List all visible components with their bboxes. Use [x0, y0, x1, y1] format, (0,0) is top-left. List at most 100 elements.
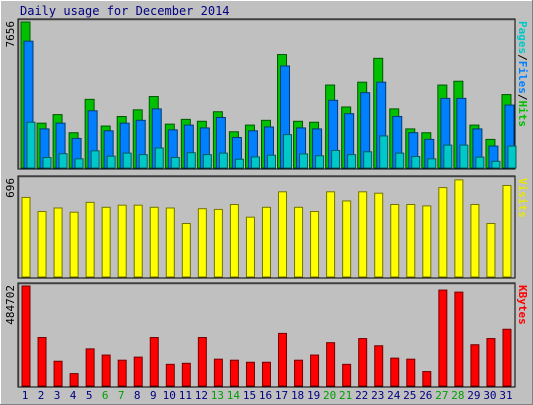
- y-max-label: 484702: [4, 285, 17, 325]
- bar-kbytes-day-13: [213, 358, 223, 387]
- bar-visits-day-4: [69, 211, 79, 278]
- chart-title: Daily usage for December 2014: [20, 4, 230, 18]
- bar-pages-day-25: [411, 156, 421, 169]
- bar-visits-day-23: [374, 192, 384, 278]
- bar-pages-day-13: [218, 152, 228, 169]
- bar-kbytes-day-14: [229, 359, 239, 387]
- bar-pages-day-14: [234, 158, 244, 169]
- x-tick-label-day-13: 13: [211, 389, 224, 402]
- bar-visits-day-28: [454, 179, 464, 278]
- legend-part: /: [516, 54, 529, 61]
- series-legend-label: Pages/Files/Hits: [516, 21, 529, 127]
- bar-visits-day-15: [245, 216, 255, 278]
- bar-visits-day-9: [149, 206, 159, 278]
- bar-pages-day-11: [186, 152, 196, 169]
- bar-kbytes-day-7: [117, 359, 127, 387]
- legend-part: /: [516, 94, 529, 101]
- x-tick-label-day-30: 30: [483, 389, 496, 402]
- bar-kbytes-day-27: [438, 289, 448, 387]
- bar-kbytes-day-31: [502, 328, 512, 387]
- bar-kbytes-day-22: [358, 338, 368, 387]
- bar-visits-day-5: [85, 201, 95, 278]
- x-tick-label-day-1: 1: [22, 389, 29, 402]
- chart-panel-visits: 696 Visits: [4, 175, 529, 279]
- bar-visits-day-12: [197, 208, 207, 278]
- bar-pages-day-9: [154, 147, 164, 169]
- x-tick-label-day-7: 7: [118, 389, 125, 402]
- x-tick-label-day-26: 26: [419, 389, 432, 402]
- bar-pages-day-27: [443, 144, 453, 169]
- x-tick-label-day-5: 5: [86, 389, 93, 402]
- bar-kbytes-day-20: [326, 342, 336, 387]
- bar-visits-day-19: [310, 211, 320, 278]
- bar-pages-day-30: [491, 160, 501, 169]
- bar-pages-day-15: [250, 156, 260, 169]
- bar-pages-day-8: [138, 154, 148, 169]
- bar-visits-day-13: [213, 208, 223, 278]
- bar-visits-day-18: [294, 206, 304, 278]
- y-max-label: 696: [4, 178, 17, 198]
- bar-kbytes-day-26: [422, 371, 432, 387]
- x-tick-label-day-9: 9: [150, 389, 157, 402]
- x-axis-day-labels: 1 2 3 4 5 6 7 8 9 10 11 12 13 14 15 16 17 18 19 20 21 22 23 24 2…: [22, 389, 513, 402]
- series-legend-label: KBytes: [516, 285, 529, 325]
- bar-visits-day-22: [358, 191, 368, 278]
- legend-part: Files: [516, 61, 529, 94]
- bar-visits-day-8: [133, 204, 143, 278]
- x-tick-label-day-6: 6: [102, 389, 109, 402]
- bar-kbytes-day-3: [53, 360, 63, 387]
- bar-pages-day-20: [331, 149, 341, 169]
- bar-visits-day-17: [278, 191, 288, 278]
- bar-pages-day-24: [395, 152, 405, 169]
- bar-visits-day-30: [486, 222, 496, 278]
- bar-kbytes-day-9: [149, 337, 159, 387]
- x-tick-label-day-14: 14: [227, 389, 241, 402]
- x-tick-label-day-27: 27: [435, 389, 448, 402]
- legend-part: Hits: [516, 101, 529, 128]
- legend-part: Pages: [516, 21, 529, 54]
- x-tick-label-day-12: 12: [195, 389, 208, 402]
- bar-kbytes-day-4: [69, 373, 79, 387]
- bar-kbytes-day-12: [197, 337, 207, 387]
- chart-panel-hits-files-pages: 7656 Pages/Files/Hits: [4, 18, 529, 170]
- bar-kbytes-day-2: [37, 337, 47, 387]
- bar-visits-day-7: [117, 204, 127, 278]
- bar-kbytes-day-8: [133, 356, 143, 387]
- bar-kbytes-day-23: [374, 345, 384, 387]
- bar-visits-day-31: [502, 184, 512, 278]
- bar-visits-day-16: [261, 206, 271, 278]
- bar-visits-day-6: [101, 206, 111, 278]
- bar-visits-day-25: [406, 203, 416, 278]
- bar-pages-day-18: [299, 153, 309, 169]
- x-tick-label-day-4: 4: [70, 389, 77, 402]
- bar-kbytes-day-15: [245, 361, 255, 387]
- x-tick-label-day-3: 3: [54, 389, 61, 402]
- bar-visits-day-3: [53, 207, 63, 278]
- bar-visits-day-26: [422, 205, 432, 278]
- x-tick-label-day-10: 10: [163, 389, 176, 402]
- bar-visits-day-14: [229, 203, 239, 278]
- bar-visits-day-11: [181, 222, 191, 278]
- bar-kbytes-day-21: [342, 363, 352, 387]
- x-tick-label-day-22: 22: [355, 389, 368, 402]
- x-tick-label-day-21: 21: [339, 389, 352, 402]
- bar-pages-day-12: [202, 154, 212, 169]
- bar-pages-day-19: [315, 155, 325, 169]
- bar-kbytes-day-5: [85, 348, 95, 387]
- legend-part: KBytes: [516, 285, 529, 325]
- bar-visits-day-29: [470, 203, 480, 278]
- bar-pages-day-29: [475, 156, 485, 169]
- x-tick-label-day-29: 29: [467, 389, 480, 402]
- y-max-label: 7656: [4, 21, 17, 48]
- bar-pages-day-21: [347, 154, 357, 169]
- bar-kbytes-day-24: [390, 357, 400, 387]
- bar-kbytes-day-28: [454, 291, 464, 387]
- bar-kbytes-day-25: [406, 358, 416, 387]
- x-tick-label-day-2: 2: [38, 389, 45, 402]
- bar-kbytes-day-11: [181, 362, 191, 387]
- bar-kbytes-day-1: [21, 285, 31, 387]
- bar-kbytes-day-30: [486, 338, 496, 387]
- bar-kbytes-day-19: [310, 354, 320, 387]
